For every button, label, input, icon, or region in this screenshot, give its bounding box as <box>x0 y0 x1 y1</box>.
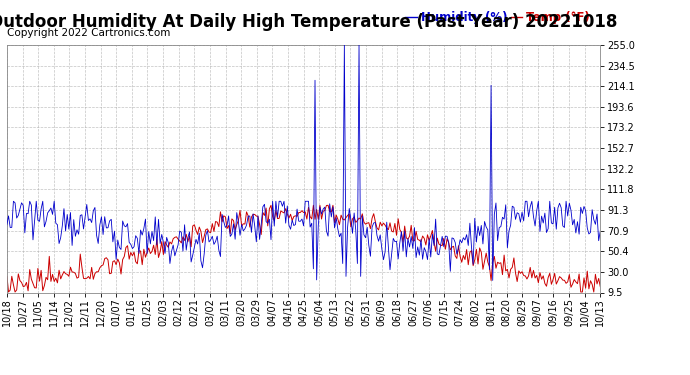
Text: Outdoor Humidity At Daily High Temperature (Past Year) 20221018: Outdoor Humidity At Daily High Temperatu… <box>0 13 618 31</box>
Text: Copyright 2022 Cartronics.com: Copyright 2022 Cartronics.com <box>7 28 170 38</box>
Legend: Humidity (%), Temp (°F): Humidity (%), Temp (°F) <box>400 6 594 29</box>
